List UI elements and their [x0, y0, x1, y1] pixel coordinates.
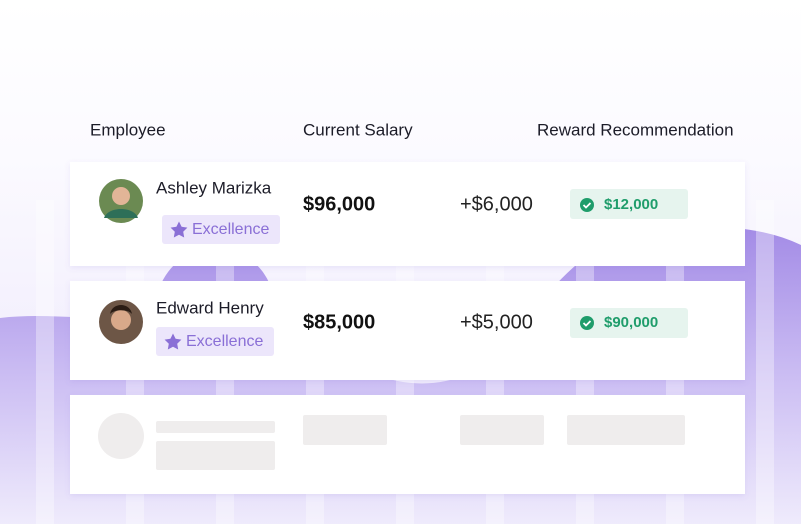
- check-mark: [582, 320, 592, 327]
- avatar-body: [104, 209, 138, 218]
- salary: $96,000: [303, 193, 375, 215]
- avatar-face: [112, 187, 130, 205]
- reward-bg: [570, 308, 688, 338]
- raise: +$5,000: [460, 311, 533, 333]
- check-icon: [580, 316, 594, 330]
- reward-bg: [570, 189, 688, 219]
- raise: +$6,000: [460, 193, 533, 215]
- badge-label: Excellence: [192, 221, 269, 238]
- column-header: Current Salary: [303, 120, 413, 139]
- badge-bg: [162, 215, 280, 244]
- star-icon: [170, 221, 188, 238]
- avatar-face: [111, 310, 131, 330]
- check-icon: [580, 198, 594, 212]
- star-icon: [164, 333, 182, 350]
- column-header: Reward Recommendation: [537, 120, 734, 139]
- avatar-hair: [110, 305, 132, 314]
- badge-bg: [156, 327, 274, 356]
- check-mark: [582, 202, 592, 209]
- salary: $85,000: [303, 311, 375, 333]
- skeleton: [98, 413, 685, 470]
- employee-name: Ashley Marizka: [156, 178, 272, 197]
- column-header: Employee: [90, 120, 166, 139]
- employee-name: Edward Henry: [156, 298, 264, 317]
- reward: $90,000: [604, 314, 658, 331]
- reward: $12,000: [604, 196, 658, 213]
- badge-label: Excellence: [186, 333, 263, 350]
